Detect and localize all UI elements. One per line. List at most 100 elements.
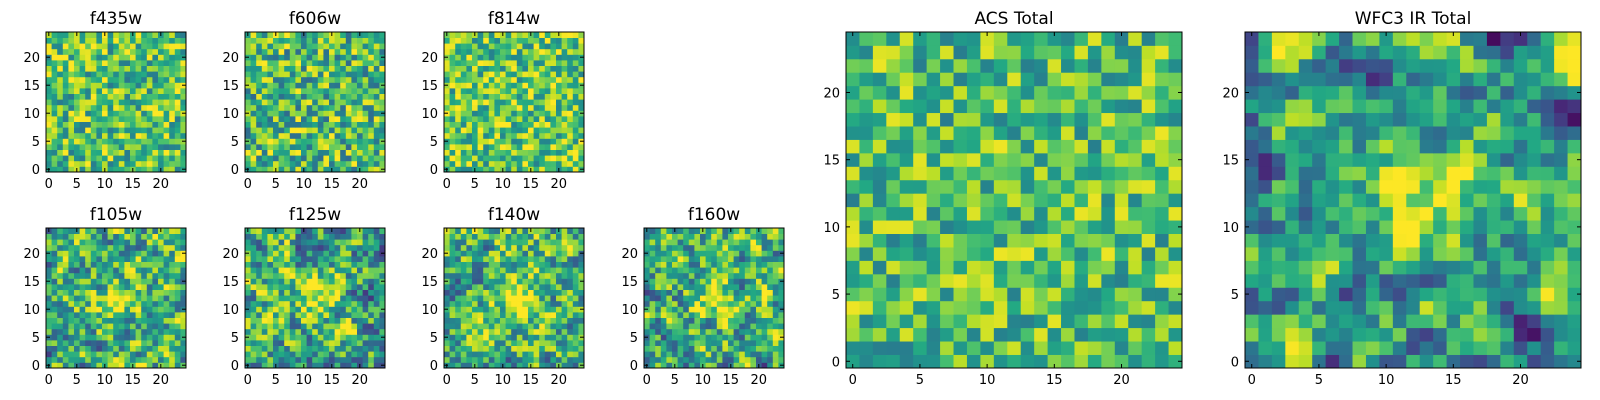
heatmap-cell xyxy=(1061,314,1075,329)
heatmap-cell xyxy=(284,306,291,313)
heatmap-cell xyxy=(756,244,762,251)
heatmap-cell xyxy=(267,351,274,358)
y-tick-label: 5 xyxy=(430,331,438,346)
heatmap-cell xyxy=(284,317,291,324)
heatmap-cell xyxy=(174,267,181,274)
heatmap-cell xyxy=(528,116,534,122)
heatmap-cell xyxy=(152,233,159,240)
heatmap-cell xyxy=(477,37,484,44)
heatmap-cell xyxy=(711,317,718,324)
heatmap-cell xyxy=(323,362,330,369)
heatmap-cell xyxy=(472,48,478,55)
heatmap-cell xyxy=(146,328,153,335)
heatmap-cell xyxy=(46,43,52,50)
heatmap-cell xyxy=(351,312,358,318)
heatmap-cell xyxy=(528,300,534,307)
heatmap-cell xyxy=(899,341,914,355)
heatmap-cell xyxy=(312,155,319,162)
x-tick-label: 0 xyxy=(244,177,252,192)
heatmap-cell xyxy=(57,60,64,66)
heatmap-cell xyxy=(649,295,656,302)
heatmap-cell xyxy=(522,284,529,290)
heatmap-cell xyxy=(57,65,64,72)
heatmap-cell xyxy=(124,256,131,262)
heatmap-cell xyxy=(578,48,585,55)
heatmap-cell xyxy=(368,110,375,117)
heatmap-cell xyxy=(130,239,136,246)
heatmap-cell xyxy=(323,93,330,100)
heatmap-cell xyxy=(444,317,450,324)
heatmap-cell xyxy=(993,193,1008,208)
heatmap-cell xyxy=(329,48,335,55)
heatmap-cell xyxy=(96,272,103,279)
heatmap-cell xyxy=(694,345,701,352)
heatmap-cell xyxy=(705,289,712,296)
heatmap-cell xyxy=(744,228,751,234)
heatmap-cell xyxy=(728,317,734,324)
heatmap-cell xyxy=(245,295,251,302)
heatmap-cell xyxy=(362,116,369,122)
heatmap-cell xyxy=(694,272,701,279)
heatmap-cell xyxy=(256,328,263,335)
heatmap-cell xyxy=(62,37,69,44)
heatmap-cell xyxy=(683,351,690,358)
heatmap-cell xyxy=(567,82,574,89)
heatmap-cell xyxy=(306,244,313,251)
heatmap-cell xyxy=(57,256,64,262)
heatmap-cell xyxy=(306,116,313,122)
heatmap-cell xyxy=(477,261,484,268)
heatmap-cell xyxy=(572,250,579,257)
heatmap-cell xyxy=(169,261,176,268)
heatmap-cell xyxy=(267,104,274,111)
heatmap-cell xyxy=(511,356,518,363)
heatmap-cell xyxy=(141,60,148,66)
heatmap-cell xyxy=(158,256,164,262)
heatmap-cell xyxy=(556,82,562,89)
heatmap-cell xyxy=(1168,220,1183,234)
heatmap-cell xyxy=(295,317,302,324)
heatmap-cell xyxy=(273,289,279,296)
heatmap-cell xyxy=(460,32,467,38)
heatmap-cell xyxy=(261,104,268,111)
heatmap-cell xyxy=(528,250,534,257)
heatmap-cell xyxy=(494,356,501,363)
heatmap-cell xyxy=(256,82,263,89)
heatmap-cell xyxy=(340,295,347,302)
heatmap-cell xyxy=(444,132,450,139)
heatmap-cell xyxy=(539,144,546,150)
heatmap-cell xyxy=(284,328,291,335)
heatmap-cell xyxy=(767,261,774,268)
heatmap-cell xyxy=(761,362,768,369)
heatmap-cell xyxy=(477,334,484,341)
heatmap-cell xyxy=(323,37,330,44)
heatmap-cell xyxy=(1114,260,1129,275)
heatmap-cell xyxy=(567,289,574,296)
heatmap-cell xyxy=(455,300,462,307)
heatmap-cell xyxy=(118,88,125,94)
heatmap-cell xyxy=(135,116,142,122)
heatmap-cell xyxy=(107,99,114,106)
heatmap-cell xyxy=(767,284,774,290)
heatmap-cell xyxy=(256,295,263,302)
heatmap-cell xyxy=(1168,166,1183,181)
heatmap-cell xyxy=(102,261,108,268)
heatmap-cell xyxy=(539,323,546,330)
heatmap-cell xyxy=(130,37,136,44)
heatmap-cell xyxy=(660,289,667,296)
heatmap-cell xyxy=(245,76,251,83)
heatmap-cell xyxy=(289,37,296,44)
heatmap-cell xyxy=(250,132,257,139)
heatmap-cell xyxy=(250,48,257,55)
heatmap-cell xyxy=(124,284,131,290)
heatmap-cell xyxy=(772,334,779,341)
heatmap-cell xyxy=(351,323,358,330)
heatmap-cells xyxy=(245,32,386,173)
heatmap-cell xyxy=(152,149,159,156)
heatmap-cell xyxy=(544,160,551,167)
heatmap-cell xyxy=(146,121,153,128)
heatmap-cell xyxy=(96,317,103,324)
heatmap-cell xyxy=(966,354,981,369)
heatmap-cell xyxy=(516,65,523,72)
heatmap-cell xyxy=(62,144,69,150)
heatmap-cell xyxy=(301,82,307,89)
